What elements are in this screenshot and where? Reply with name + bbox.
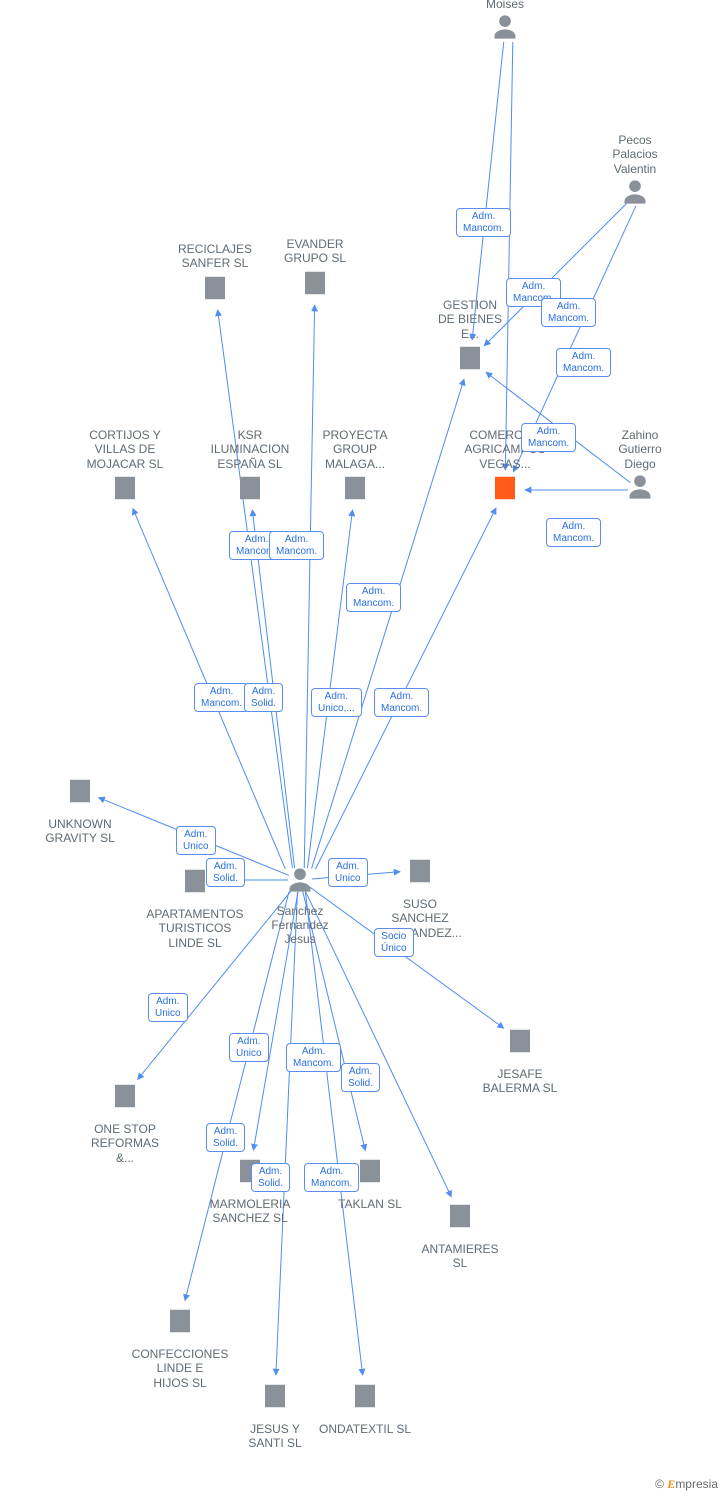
edge-label: Adm. Mancom.: [286, 1043, 341, 1072]
building-icon: [125, 1306, 235, 1345]
building-icon: [70, 1081, 180, 1120]
node-label: RECICLAJES SANFER SL: [160, 242, 270, 271]
edge-label: Adm. Mancom.: [556, 348, 611, 377]
company-node-evander[interactable]: EVANDER GRUPO SL: [260, 237, 370, 309]
edge-label: Adm. Unico: [176, 826, 216, 855]
company-node-jesafe[interactable]: JESAFE BALERMA SL: [465, 1024, 575, 1096]
edge-label: Adm. Mancom.: [304, 1163, 359, 1192]
node-label: PROYECTA GROUP MALAGA...: [300, 428, 410, 471]
edge-label: Adm. Mancom.: [374, 688, 429, 717]
building-icon: [300, 473, 410, 512]
edge-label: Socio Único: [374, 928, 414, 957]
company-node-antam[interactable]: ANTAMIERES SL: [405, 1199, 515, 1271]
company-node-confec[interactable]: CONFECCIONES LINDE E HIJOS SL: [125, 1304, 235, 1390]
edge: [472, 42, 504, 340]
company-node-gestion[interactable]: GESTION DE BIENES E...: [415, 298, 525, 384]
node-label: ANTAMIERES SL: [405, 1242, 515, 1271]
building-icon: [195, 473, 305, 512]
node-label: CONFECCIONES LINDE E HIJOS SL: [125, 1347, 235, 1390]
node-label: ONE STOP REFORMAS &...: [70, 1122, 180, 1165]
person-node-tostado[interactable]: Tostado Mayoral Moises: [450, 0, 560, 51]
node-label: EVANDER GRUPO SL: [260, 237, 370, 266]
edge-label: Adm. Unico: [328, 858, 368, 887]
edge-label: Adm. Unico,...: [311, 688, 362, 717]
edge: [185, 892, 289, 1301]
edge-label: Adm. Solid.: [206, 858, 245, 887]
building-icon: [70, 473, 180, 512]
edge: [276, 892, 298, 1375]
building-icon: [365, 856, 475, 895]
node-label: JESAFE BALERMA SL: [465, 1067, 575, 1096]
company-node-proyecta[interactable]: PROYECTA GROUP MALAGA...: [300, 428, 410, 514]
person-node-pecos[interactable]: Pecos Palacios Valentin: [580, 133, 690, 216]
person-icon: [585, 473, 695, 509]
node-label: UNKNOWN GRAVITY SL: [25, 817, 135, 846]
building-icon: [405, 1201, 515, 1240]
edge-label: Adm. Mancom.: [269, 531, 324, 560]
node-label: MARMOLERIA SANCHEZ SL: [195, 1197, 305, 1226]
building-icon: [310, 1381, 420, 1420]
building-icon: [415, 343, 525, 382]
company-node-reciclajes[interactable]: RECICLAJES SANFER SL: [160, 242, 270, 314]
node-label: CORTIJOS Y VILLAS DE MOJACAR SL: [70, 428, 180, 471]
building-icon: [260, 268, 370, 307]
edge-label: Adm. Mancom.: [194, 683, 249, 712]
edge-label: Adm. Mancom.: [456, 208, 511, 237]
building-icon: [465, 1026, 575, 1065]
node-label: KSR ILUMINACION ESPAÑA SL: [195, 428, 305, 471]
edge-label: Adm. Solid.: [251, 1163, 290, 1192]
edge-label: Adm. Unico: [148, 993, 188, 1022]
edge-label: Adm. Solid.: [341, 1063, 380, 1092]
node-label: Zahino Gutierro Diego: [585, 428, 695, 471]
edge-label: Adm. Mancom.: [521, 423, 576, 452]
company-node-onestop[interactable]: ONE STOP REFORMAS &...: [70, 1079, 180, 1165]
copyright: © Empresia: [655, 1477, 718, 1492]
node-label: APARTAMENTOS TURISTICOS LINDE SL: [140, 907, 250, 950]
edge: [218, 310, 293, 868]
node-label: Pecos Palacios Valentin: [580, 133, 690, 176]
edge: [305, 892, 362, 1375]
node-label: Sanchez Fernandez Jesus: [245, 904, 355, 947]
node-label: ONDATEXTIL SL: [310, 1422, 420, 1436]
building-icon: [160, 273, 270, 312]
edge-label: Adm. Unico: [229, 1033, 269, 1062]
edge: [304, 305, 314, 868]
company-node-unknown[interactable]: UNKNOWN GRAVITY SL: [25, 774, 135, 846]
building-icon: [450, 473, 560, 512]
node-label: Tostado Mayoral Moises: [450, 0, 560, 11]
edge-label: Adm. Solid.: [244, 683, 283, 712]
building-icon: [25, 776, 135, 815]
person-icon: [580, 178, 690, 214]
company-node-ksr[interactable]: KSR ILUMINACION ESPAÑA SL: [195, 428, 305, 514]
edge-label: Adm. Mancom.: [346, 583, 401, 612]
company-node-cortijos[interactable]: CORTIJOS Y VILLAS DE MOJACAR SL: [70, 428, 180, 514]
edge-label: Adm. Solid.: [206, 1123, 245, 1152]
edge-label: Adm. Mancom.: [541, 298, 596, 327]
edge: [505, 42, 512, 470]
person-icon: [450, 13, 560, 49]
person-node-zahino[interactable]: Zahino Gutierro Diego: [585, 428, 695, 511]
edge-label: Adm. Mancom.: [546, 518, 601, 547]
company-node-onda[interactable]: ONDATEXTIL SL: [310, 1379, 420, 1436]
